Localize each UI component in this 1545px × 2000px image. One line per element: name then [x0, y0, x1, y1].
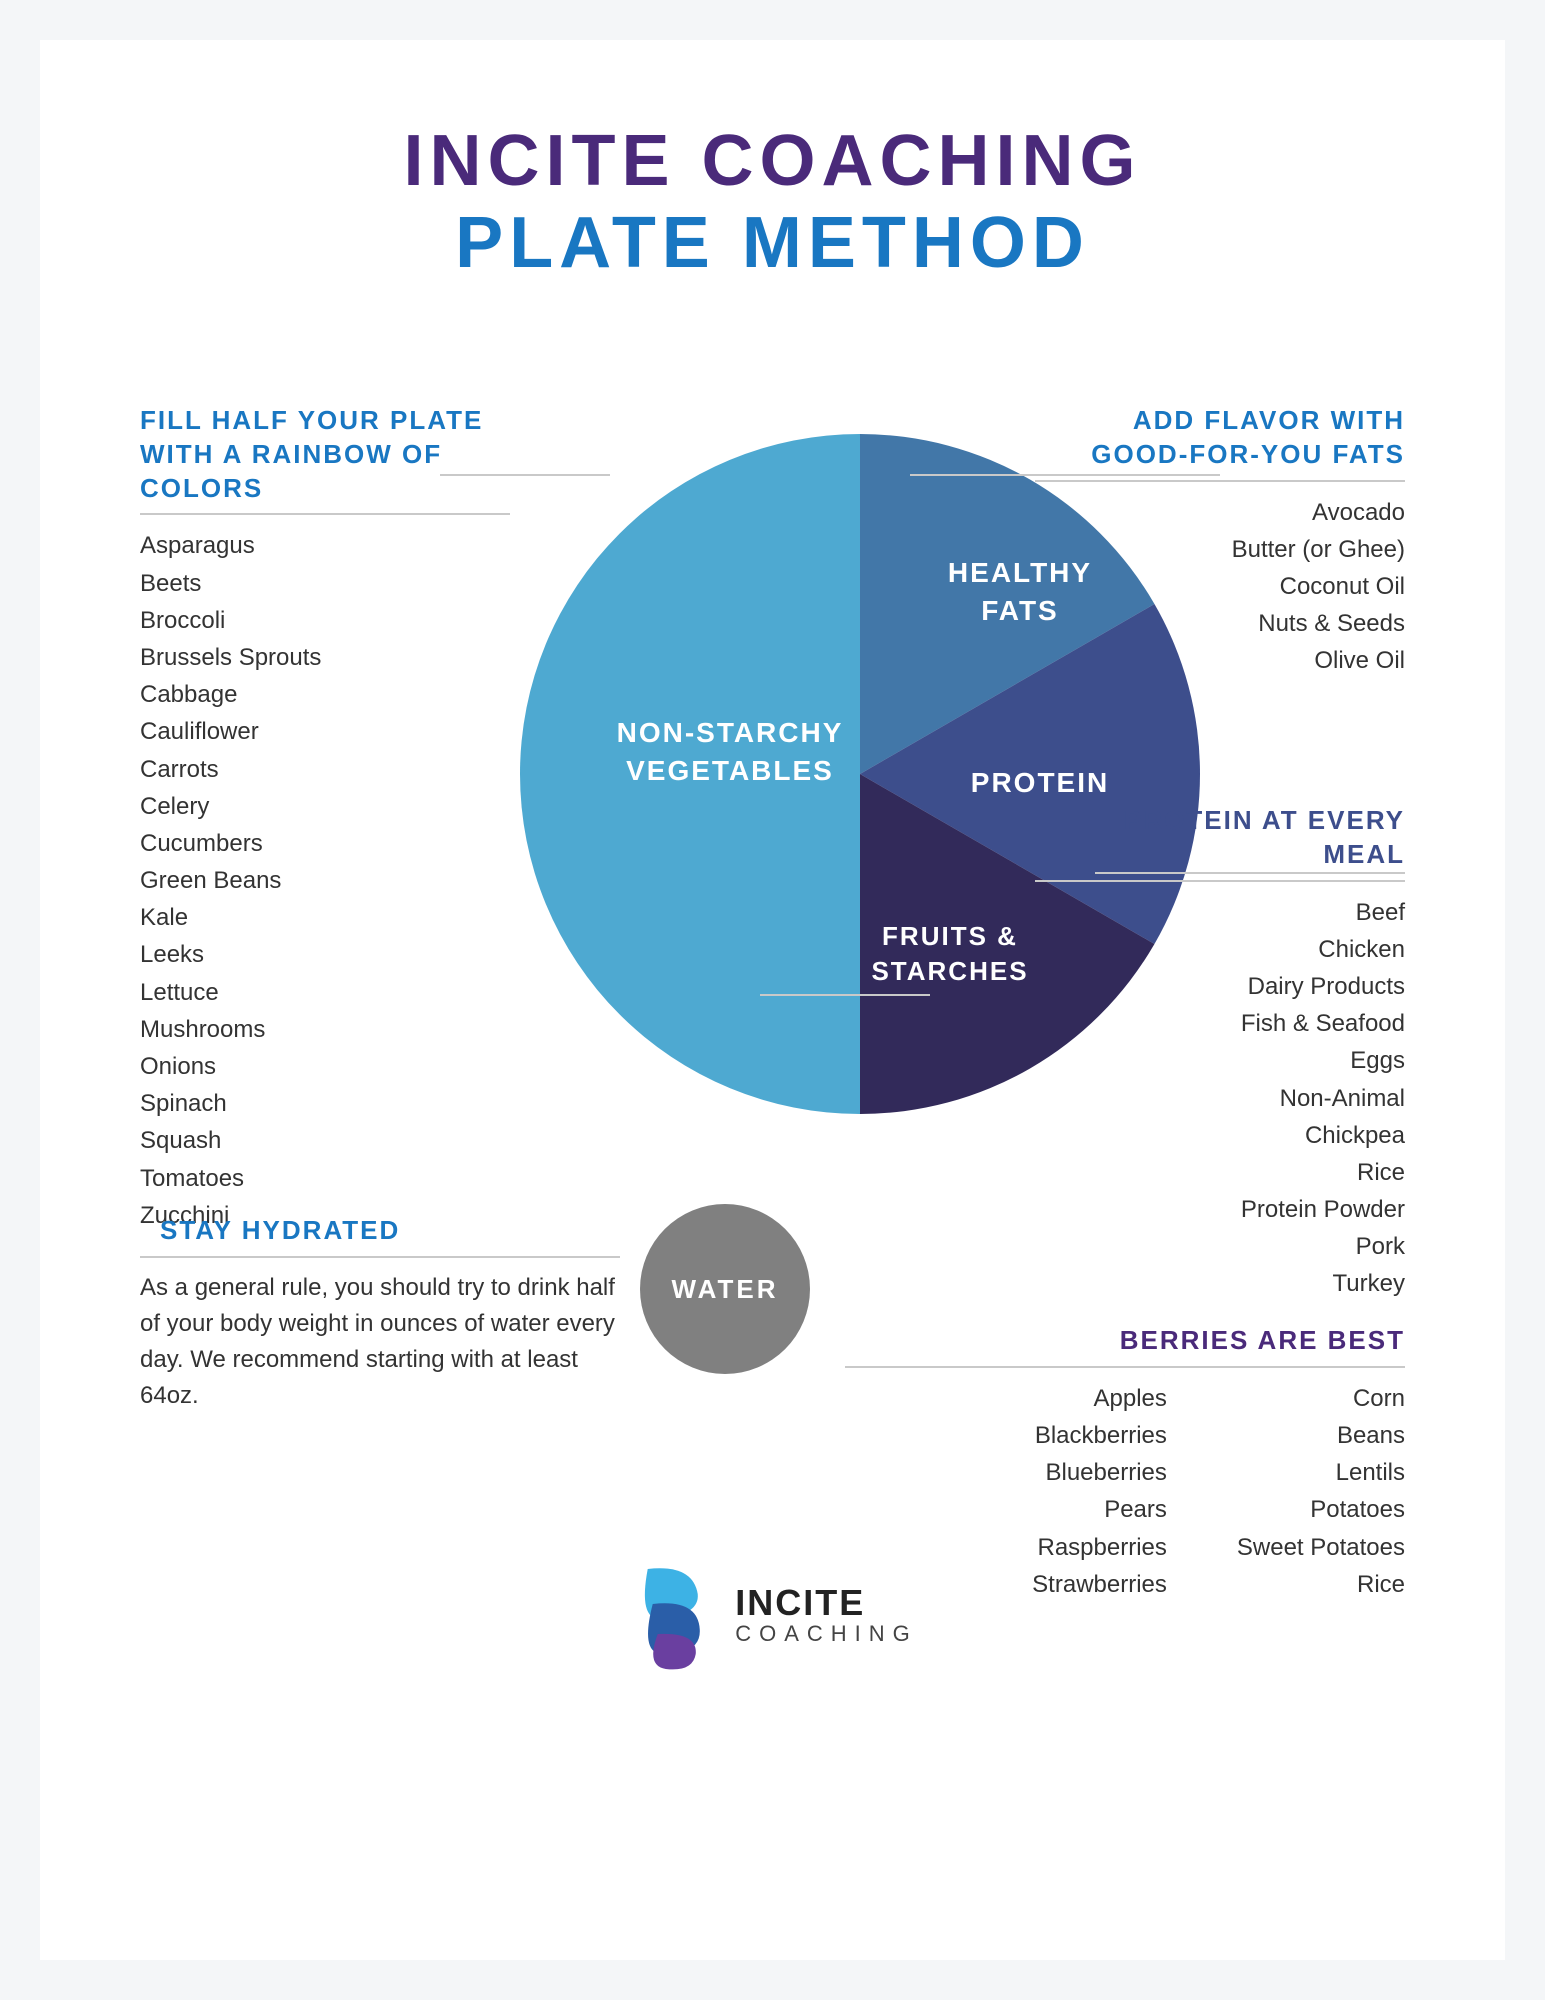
list-item: Mushrooms — [140, 1011, 510, 1048]
list-item: Strawberries — [1032, 1566, 1167, 1603]
list-item: Brussels Sprouts — [140, 639, 510, 676]
protein-underline — [1035, 880, 1405, 882]
list-item: Raspberries — [1032, 1529, 1167, 1566]
list-item: Butter (or Ghee) — [1035, 531, 1405, 568]
list-item: Corn — [1237, 1380, 1405, 1417]
fruits-columns: ApplesBlackberriesBlueberriesPearsRaspbe… — [845, 1380, 1405, 1603]
fruits-col2: CornBeansLentilsPotatoesSweet PotatoesRi… — [1237, 1380, 1405, 1603]
water-text: As a general rule, you should try to dri… — [140, 1270, 620, 1414]
list-item: Spinach — [140, 1085, 510, 1122]
list-item: Apples — [1032, 1380, 1167, 1417]
list-item: Eggs — [1035, 1042, 1405, 1079]
list-item: Lettuce — [140, 974, 510, 1011]
vegetables-note: FILL HALF YOUR PLATE WITH A RAINBOW OF C… — [140, 404, 510, 1234]
list-item: Coconut Oil — [1035, 568, 1405, 605]
list-item: Fish & Seafood — [1035, 1005, 1405, 1042]
list-item: Cabbage — [140, 676, 510, 713]
logo-swirl-icon — [627, 1554, 717, 1674]
list-item: Kale — [140, 899, 510, 936]
protein-heading: PROTEIN AT EVERY MEAL — [1035, 804, 1405, 872]
list-item: Asparagus — [140, 527, 510, 564]
list-item: Rice — [1035, 1154, 1405, 1191]
logo-text-main: INCITE — [735, 1582, 918, 1624]
list-item: Tomatoes — [140, 1160, 510, 1197]
list-item: Rice — [1237, 1566, 1405, 1603]
list-item: Broccoli — [140, 602, 510, 639]
list-item: Protein Powder — [1035, 1191, 1405, 1228]
fruits-note: BERRIES ARE BEST ApplesBlackberriesBlueb… — [845, 1324, 1405, 1603]
vegetables-heading: FILL HALF YOUR PLATE WITH A RAINBOW OF C… — [140, 404, 510, 505]
fruits-heading: BERRIES ARE BEST — [845, 1324, 1405, 1358]
list-item: Beets — [140, 565, 510, 602]
title-block: INCITE COACHING PLATE METHOD — [140, 120, 1405, 284]
list-item: Blackberries — [1032, 1417, 1167, 1454]
list-item: Cucumbers — [140, 825, 510, 862]
connector-fruits-inner — [760, 994, 930, 996]
title-line1: INCITE COACHING — [140, 120, 1405, 202]
list-item: Carrots — [140, 751, 510, 788]
protein-note: PROTEIN AT EVERY MEAL BeefChickenDairy P… — [1035, 804, 1405, 1303]
fats-note: ADD FLAVOR WITH GOOD-FOR-YOU FATS Avocad… — [1035, 404, 1405, 680]
fats-heading: ADD FLAVOR WITH GOOD-FOR-YOU FATS — [1035, 404, 1405, 472]
fats-underline — [1035, 480, 1405, 482]
list-item: Squash — [140, 1122, 510, 1159]
list-item: Onions — [140, 1048, 510, 1085]
list-item: Avocado — [1035, 494, 1405, 531]
list-item: Dairy Products — [1035, 968, 1405, 1005]
water-underline — [140, 1256, 620, 1258]
list-item: Beef — [1035, 894, 1405, 931]
list-item: Non-Animal — [1035, 1080, 1405, 1117]
logo-text: INCITE COACHING — [735, 1582, 918, 1647]
list-item: Leeks — [140, 936, 510, 973]
list-item: Turkey — [1035, 1265, 1405, 1302]
water-circle: WATER — [640, 1204, 810, 1374]
list-item: Beans — [1237, 1417, 1405, 1454]
list-item: Pears — [1032, 1491, 1167, 1528]
list-item: Green Beans — [140, 862, 510, 899]
content-area: NON-STARCHYVEGETABLES HEALTHYFATS PROTEI… — [140, 364, 1405, 1864]
logo-text-sub: COACHING — [735, 1621, 918, 1647]
list-item: Nuts & Seeds — [1035, 605, 1405, 642]
vegetables-list: AsparagusBeetsBroccoliBrussels SproutsCa… — [140, 527, 510, 1234]
fats-list: AvocadoButter (or Ghee)Coconut OilNuts &… — [1035, 494, 1405, 680]
list-item: Lentils — [1237, 1454, 1405, 1491]
fruits-col1: ApplesBlackberriesBlueberriesPearsRaspbe… — [1032, 1380, 1167, 1603]
list-item: Chicken — [1035, 931, 1405, 968]
water-heading: STAY HYDRATED — [140, 1214, 620, 1248]
list-item: Potatoes — [1237, 1491, 1405, 1528]
vegetables-underline — [140, 513, 510, 515]
protein-list: BeefChickenDairy ProductsFish & SeafoodE… — [1035, 894, 1405, 1303]
list-item: Olive Oil — [1035, 642, 1405, 679]
list-item: Pork — [1035, 1228, 1405, 1265]
water-note: STAY HYDRATED As a general rule, you sho… — [140, 1214, 620, 1414]
list-item: Chickpea — [1035, 1117, 1405, 1154]
list-item: Blueberries — [1032, 1454, 1167, 1491]
list-item: Cauliflower — [140, 713, 510, 750]
title-line2: PLATE METHOD — [140, 202, 1405, 284]
fruits-underline — [845, 1366, 1405, 1368]
pie-slice — [520, 434, 860, 1114]
page: INCITE COACHING PLATE METHOD NON-STARCHY… — [40, 40, 1505, 1960]
water-circle-label: WATER — [672, 1274, 779, 1305]
list-item: Celery — [140, 788, 510, 825]
logo: INCITE COACHING — [627, 1554, 918, 1674]
list-item: Sweet Potatoes — [1237, 1529, 1405, 1566]
